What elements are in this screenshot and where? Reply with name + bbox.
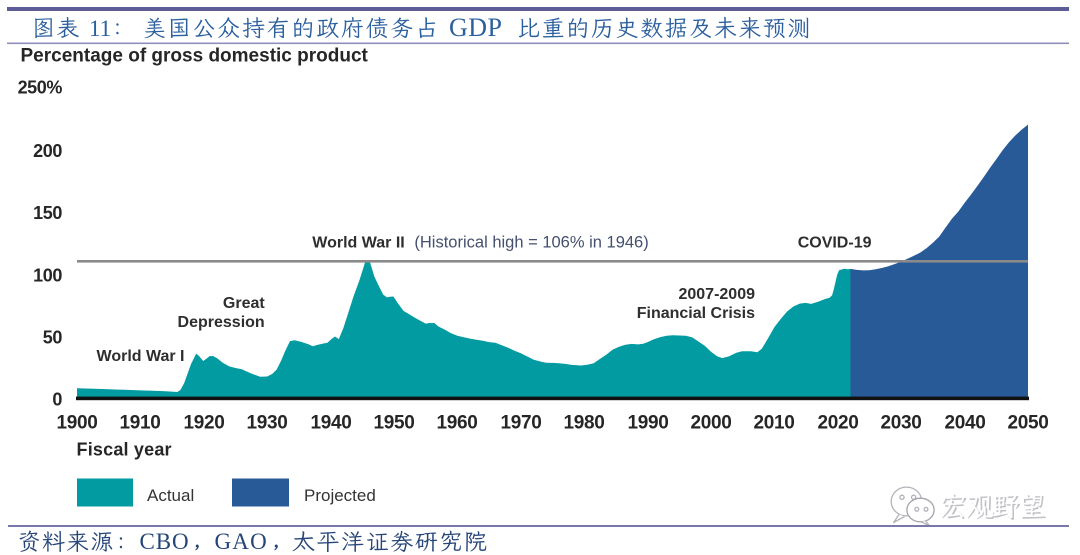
svg-text:2020: 2020 [817,413,858,434]
svg-text:1980: 1980 [563,413,604,434]
svg-text:1900: 1900 [56,413,97,434]
svg-text:Percentage of gross domestic p: Percentage of gross domestic product [21,46,369,67]
svg-text:11: 11 [89,16,111,41]
svg-text:Fiscal year: Fiscal year [77,440,172,460]
svg-text:1910: 1910 [119,413,160,434]
svg-text:World War II: World War II [312,235,404,252]
svg-text:Projected: Projected [304,486,376,505]
svg-text:1970: 1970 [500,413,541,434]
svg-text:2007-2009: 2007-2009 [678,286,755,303]
svg-text:150: 150 [33,203,62,223]
svg-text:1950: 1950 [373,413,414,434]
svg-text:COVID-19: COVID-19 [798,234,872,251]
svg-text:50: 50 [43,328,63,348]
svg-text:2010: 2010 [753,413,794,434]
svg-text:GAO: GAO [215,529,268,554]
svg-text:Depression: Depression [178,314,265,331]
svg-text:World War I: World War I [97,348,185,365]
svg-text:1990: 1990 [627,413,668,434]
svg-text:2000: 2000 [690,413,731,434]
svg-text:0: 0 [52,390,62,410]
svg-text:2050: 2050 [1007,413,1048,434]
svg-text:1940: 1940 [310,413,351,434]
svg-text:Great: Great [223,295,265,312]
svg-text:GDP: GDP [449,13,503,42]
svg-text:250%: 250% [18,78,63,98]
svg-text:Financial Crisis: Financial Crisis [637,305,755,322]
svg-text:1920: 1920 [183,413,224,434]
svg-text:2040: 2040 [944,413,985,434]
svg-text:200: 200 [33,141,62,161]
svg-text:1930: 1930 [246,413,287,434]
svg-text:2030: 2030 [880,413,921,434]
svg-text:Actual: Actual [147,486,194,505]
svg-text:100: 100 [33,266,62,286]
svg-text:1960: 1960 [436,413,477,434]
svg-text:(Historical high = 106% in 194: (Historical high = 106% in 1946) [414,234,648,252]
svg-text:CBO: CBO [140,529,190,554]
